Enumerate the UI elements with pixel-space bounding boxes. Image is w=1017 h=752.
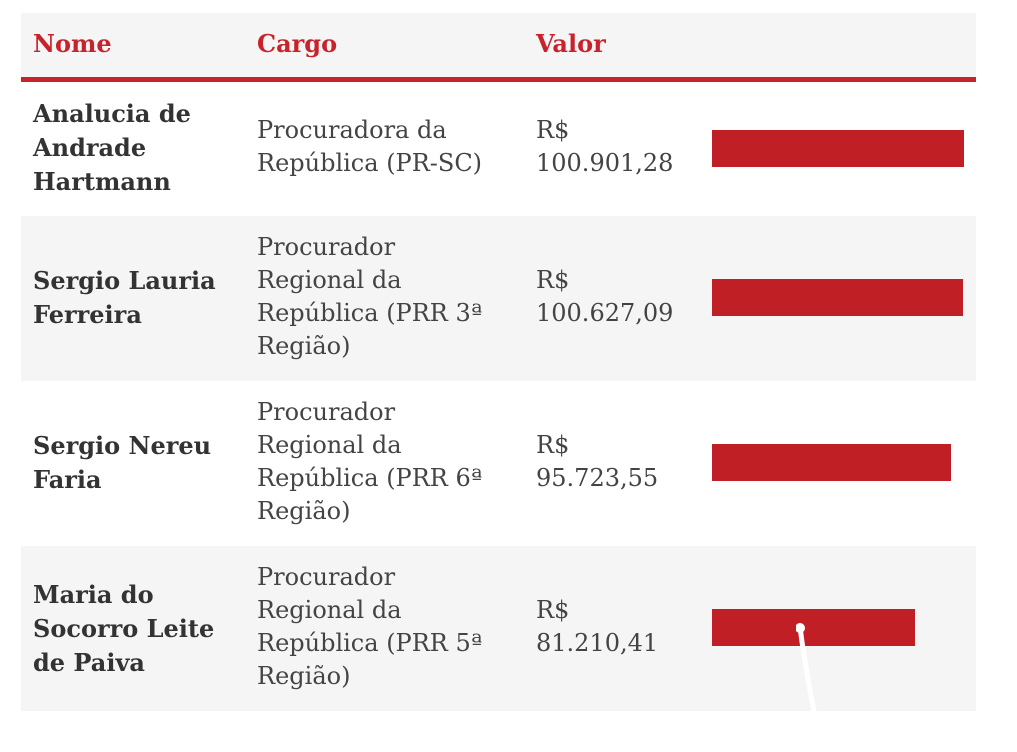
value-bar xyxy=(712,609,915,646)
text-line: República (PR-SC) xyxy=(257,149,483,177)
text-line: 100.901,28 xyxy=(536,149,674,177)
text-line: República (PRR 5ª xyxy=(257,629,483,657)
value-bar xyxy=(712,130,964,167)
text-line: Regional da xyxy=(257,266,402,294)
touch-pointer-icon xyxy=(796,623,825,752)
text-line: de Paiva xyxy=(33,648,145,677)
valor-cell: R$ 100.901,28 xyxy=(536,114,706,180)
text-line: Procuradora da xyxy=(257,116,447,144)
text-line: 81.210,41 xyxy=(536,629,659,657)
text-line: República (PRR 3ª xyxy=(257,299,483,327)
header-valor[interactable]: Valor xyxy=(536,29,606,58)
name-cell: Sergio Nereu Faria xyxy=(33,429,238,497)
table-row[interactable]: Maria do Socorro Leite de Paiva Procurador R… xyxy=(21,546,976,711)
table-row[interactable]: Analucia de Andrade Hartmann Procuradora da… xyxy=(21,82,976,216)
cargo-cell: Procurador Regional da República (PRR 5ª Re… xyxy=(257,561,527,693)
cargo-cell: Procurador Regional da República (PRR 3ª Re… xyxy=(257,231,527,363)
name-cell: Maria do Socorro Leite de Paiva xyxy=(33,578,238,680)
text-line: R$ xyxy=(536,596,570,624)
text-line: R$ xyxy=(536,116,570,144)
text-line: Região) xyxy=(257,662,351,690)
text-line: Regional da xyxy=(257,431,402,459)
valor-cell: R$ 81.210,41 xyxy=(536,594,706,660)
text-line: Maria do xyxy=(33,580,154,609)
text-line: Sergio Lauria xyxy=(33,266,216,295)
text-line: Região) xyxy=(257,332,351,360)
table-header: Nome Cargo Valor xyxy=(21,13,976,82)
text-line: Socorro Leite xyxy=(33,614,215,643)
text-line: Procurador xyxy=(257,233,396,261)
name-cell: Sergio Lauria Ferreira xyxy=(33,264,238,332)
header-nome[interactable]: Nome xyxy=(33,29,112,58)
text-line: Hartmann xyxy=(33,167,171,196)
text-line: Procurador xyxy=(257,563,396,591)
value-bar xyxy=(712,444,951,481)
name-cell: Analucia de Andrade Hartmann xyxy=(33,97,238,199)
value-bar xyxy=(712,279,963,316)
text-line: Região) xyxy=(257,497,351,525)
cargo-cell: Procurador Regional da República (PRR 6ª Re… xyxy=(257,396,527,528)
text-line: República (PRR 6ª xyxy=(257,464,483,492)
header-cargo[interactable]: Cargo xyxy=(257,29,338,58)
valor-cell: R$ 100.627,09 xyxy=(536,264,706,330)
text-line: R$ xyxy=(536,431,570,459)
text-line: 100.627,09 xyxy=(536,299,674,327)
text-line: Regional da xyxy=(257,596,402,624)
text-line: Analucia de xyxy=(33,99,191,128)
salary-table: Nome Cargo Valor Analucia de Andrade Hartm… xyxy=(21,13,976,711)
text-line: Ferreira xyxy=(33,300,142,329)
cargo-cell: Procuradora da República (PR-SC) xyxy=(257,114,527,180)
text-line: Procurador xyxy=(257,398,396,426)
table-row[interactable]: Sergio Nereu Faria Procurador Regional da Re… xyxy=(21,381,976,546)
table-row[interactable]: Sergio Lauria Ferreira Procurador Regional … xyxy=(21,216,976,381)
text-line: Andrade xyxy=(33,133,147,162)
valor-cell: R$ 95.723,55 xyxy=(536,429,706,495)
text-line: Faria xyxy=(33,465,102,494)
table-body: Analucia de Andrade Hartmann Procuradora da… xyxy=(21,82,976,711)
text-line: 95.723,55 xyxy=(536,464,659,492)
text-line: Sergio Nereu xyxy=(33,431,212,460)
text-line: R$ xyxy=(536,266,570,294)
